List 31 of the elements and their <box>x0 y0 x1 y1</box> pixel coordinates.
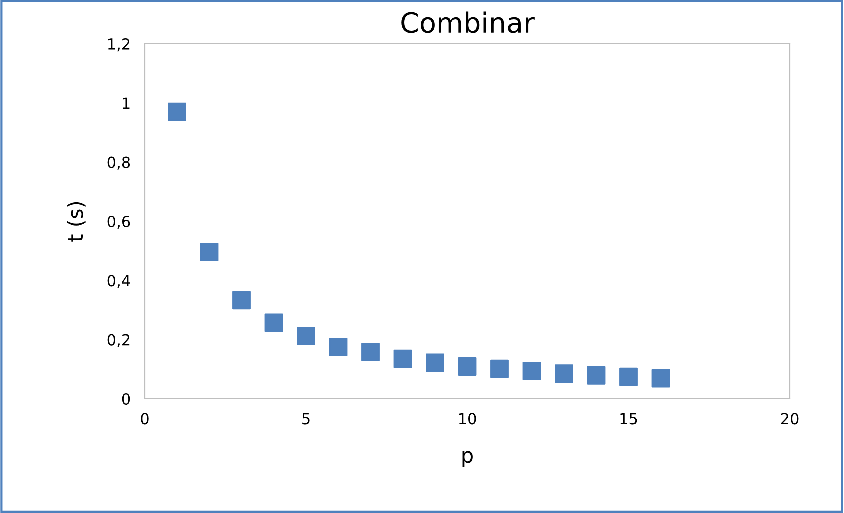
point <box>522 362 542 380</box>
point <box>297 327 316 346</box>
point <box>168 102 186 122</box>
point <box>200 243 219 262</box>
point <box>490 360 509 378</box>
point <box>362 343 380 362</box>
point <box>232 291 251 310</box>
x-tick-label: 10 <box>459 413 476 425</box>
point <box>458 358 477 376</box>
y-tick-label: 1,2 <box>108 38 130 52</box>
point <box>394 350 412 368</box>
point <box>264 314 284 332</box>
point <box>620 368 638 386</box>
x-tick-label: 5 <box>302 413 310 425</box>
y-axis-title: t (s) <box>67 202 86 242</box>
y-tick-label: 0 <box>122 393 130 406</box>
x-tick-label: 20 <box>781 413 799 425</box>
point <box>652 369 670 388</box>
y-tick-label: 1 <box>123 98 130 109</box>
point <box>329 338 348 356</box>
y-tick-label: 0,6 <box>108 216 130 230</box>
x-axis-title: p <box>462 451 473 468</box>
x-tick-label: 15 <box>620 413 638 425</box>
y-tick-label: 0,2 <box>108 334 130 348</box>
point <box>426 354 444 372</box>
point <box>555 364 574 384</box>
x-tick-label: 0 <box>141 413 149 425</box>
point <box>587 366 606 385</box>
y-tick-label: 0,8 <box>108 156 130 170</box>
chart-title: Combinar <box>402 12 535 34</box>
y-tick-label: 0,4 <box>108 275 130 288</box>
